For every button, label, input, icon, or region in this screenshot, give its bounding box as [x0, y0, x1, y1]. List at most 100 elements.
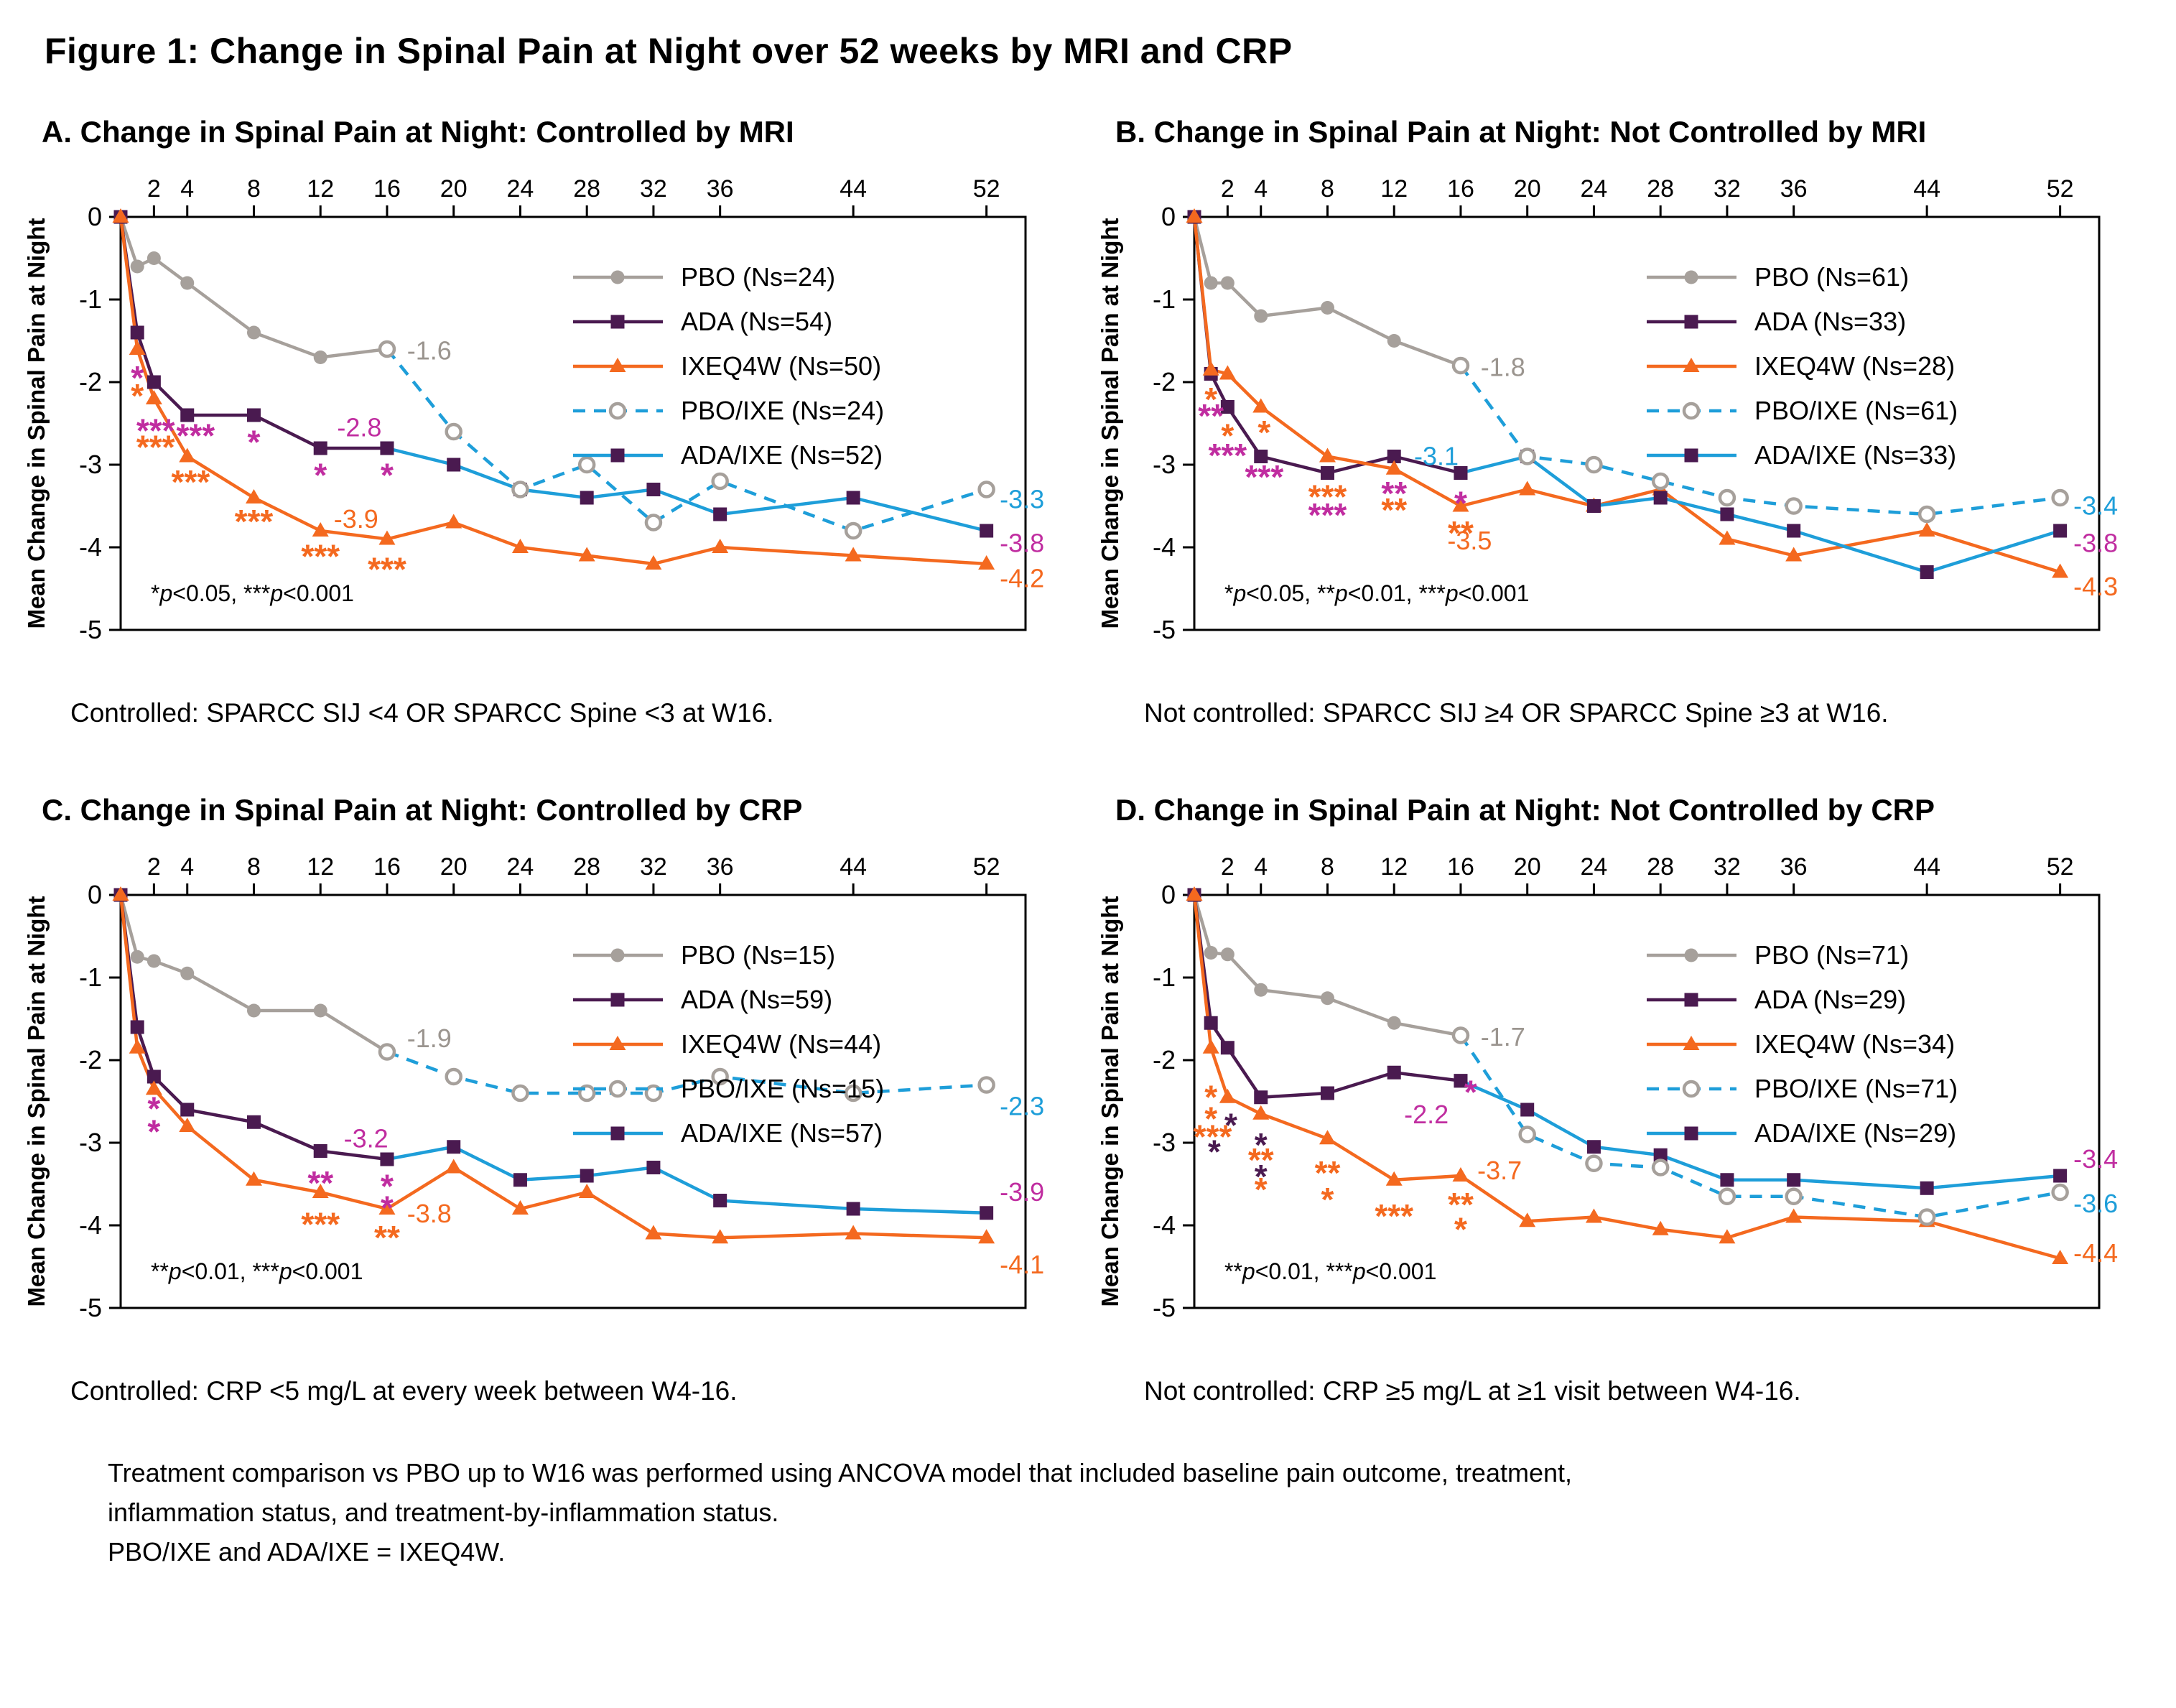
- svg-text:2: 2: [147, 853, 161, 881]
- svg-text:20: 20: [440, 853, 468, 881]
- y-axis: 0 -1 -2 -3 -4 -5: [79, 202, 121, 644]
- chart-D: 2 4 8 12 16 20 24 28 32 36 44 52 0 -1 -2 -3 -4 -5 Mean Cha…: [1097, 853, 2118, 1322]
- sig-marker: *: [1224, 1107, 1237, 1144]
- svg-text:0: 0: [88, 880, 102, 909]
- svg-text:0: 0: [1161, 880, 1176, 909]
- legend-item-pbo_ixe: PBO/IXE (Ns=24): [573, 396, 884, 425]
- legend-label-ada: ADA (Ns=54): [681, 307, 832, 336]
- svg-text:-3: -3: [79, 1128, 102, 1157]
- legend-label-ada_ixe: ADA/IXE (Ns=33): [1754, 440, 1956, 470]
- svg-text:36: 36: [707, 175, 734, 203]
- plot-frame: [1193, 894, 2101, 1309]
- value-label: -4.1: [1000, 1250, 1044, 1279]
- svg-text:-3: -3: [79, 450, 102, 479]
- sig-marker: **: [1315, 1154, 1341, 1192]
- value-label: -3.9: [1000, 1177, 1044, 1207]
- svg-text:24: 24: [507, 853, 534, 881]
- legend-item-pbo: PBO (Ns=15): [573, 940, 835, 970]
- sig-marker: *: [1257, 414, 1270, 451]
- svg-text:4: 4: [180, 175, 194, 203]
- value-label: -3.4: [2073, 1144, 2118, 1174]
- svg-text:4: 4: [1254, 175, 1268, 203]
- svg-text:-2: -2: [79, 1045, 102, 1075]
- markers-pbo: [113, 210, 394, 364]
- svg-text:20: 20: [1514, 175, 1541, 203]
- svg-text:16: 16: [1447, 175, 1474, 203]
- value-label: -3.9: [334, 504, 378, 534]
- svg-text:28: 28: [1647, 175, 1674, 203]
- legend-item-ada_ixe: ADA/IXE (Ns=33): [1647, 440, 1956, 470]
- panel-caption-A: Controlled: SPARCC SIJ <4 OR SPARCC Spin…: [70, 698, 774, 728]
- svg-text:16: 16: [1447, 853, 1474, 881]
- markers-ada_ixe: [380, 1140, 994, 1220]
- legend-label-pbo_ixe: PBO/IXE (Ns=71): [1754, 1074, 1958, 1103]
- legend-label-ada_ixe: ADA/IXE (Ns=57): [681, 1118, 883, 1148]
- legend-item-ada: ADA (Ns=29): [1647, 985, 1906, 1014]
- legend-label-ada: ADA (Ns=59): [681, 985, 832, 1014]
- sig-marker: **: [1448, 1186, 1474, 1223]
- svg-text:-3: -3: [1153, 450, 1176, 479]
- svg-text:0: 0: [1161, 202, 1176, 231]
- svg-text:36: 36: [707, 853, 734, 881]
- y-axis-label: Mean Change in Spinal Pain at Night: [1097, 896, 1123, 1306]
- legend-label-pbo_ixe: PBO/IXE (Ns=24): [681, 396, 884, 425]
- legend-item-pbo: PBO (Ns=61): [1647, 262, 1909, 292]
- sig-marker: *: [1255, 1126, 1268, 1164]
- svg-text:32: 32: [640, 853, 667, 881]
- sig-marker: *: [131, 359, 144, 396]
- svg-text:4: 4: [180, 853, 194, 881]
- panel-A: A. Change in Spinal Pain at Night: Contr…: [20, 115, 1094, 728]
- sig-marker: *: [1255, 1158, 1268, 1195]
- x-axis: 2 4 8 12 16 20 24 28 32 36 44 52: [1221, 175, 2074, 217]
- legend-label-ixe: IXEQ4W (Ns=34): [1754, 1029, 1955, 1059]
- legend-label-pbo: PBO (Ns=61): [1754, 262, 1909, 292]
- svg-text:8: 8: [247, 175, 261, 203]
- legend-item-ixe: IXEQ4W (Ns=50): [573, 351, 881, 381]
- panel-title-C: C. Change in Spinal Pain at Night: Contr…: [42, 793, 803, 827]
- svg-text:-4: -4: [79, 1210, 102, 1240]
- svg-text:36: 36: [1780, 175, 1808, 203]
- value-label: -3.5: [1447, 526, 1492, 555]
- svg-text:-4: -4: [79, 532, 102, 562]
- markers-ada_ixe: [1454, 1074, 2068, 1195]
- svg-text:12: 12: [307, 853, 334, 881]
- legend-item-ada_ixe: ADA/IXE (Ns=52): [573, 440, 883, 470]
- svg-text:-1: -1: [1153, 962, 1176, 992]
- markers-pbo_ixe: [1451, 1026, 2069, 1226]
- sig-marker: *: [1321, 1181, 1334, 1218]
- markers-pbo_ixe: [378, 340, 995, 540]
- sig-marker: *: [1204, 1078, 1217, 1115]
- value-label: -3.8: [1000, 528, 1044, 557]
- svg-text:44: 44: [1913, 175, 1940, 203]
- svg-text:32: 32: [640, 175, 667, 203]
- svg-text:32: 32: [1714, 175, 1741, 203]
- value-label: -3.4: [2073, 491, 2118, 521]
- panel-caption-D: Not controlled: CRP ≥5 mg/L at ≥1 visit …: [1144, 1376, 1801, 1406]
- legend-label-pbo: PBO (Ns=15): [681, 940, 835, 970]
- svg-text:28: 28: [1647, 853, 1674, 881]
- svg-text:12: 12: [307, 175, 334, 203]
- svg-text:44: 44: [1913, 853, 1940, 881]
- svg-text:52: 52: [2047, 175, 2074, 203]
- series-pbo_ixe: [1459, 364, 2060, 516]
- series-pbo: [118, 894, 389, 1054]
- markers-pbo: [1187, 888, 1468, 1042]
- legend-item-pbo_ixe: PBO/IXE (Ns=15): [573, 1074, 884, 1103]
- series-ada_ixe: [1460, 1079, 2060, 1190]
- value-label: -2.3: [1000, 1091, 1044, 1120]
- series-pbo_ixe: [1459, 1034, 2061, 1219]
- markers-ixe: [112, 208, 995, 570]
- sig-marker: *: [381, 1189, 394, 1227]
- sig-marker: *: [381, 1168, 394, 1205]
- sig-marker: ***: [1194, 1118, 1232, 1156]
- svg-text:-3: -3: [1153, 1128, 1176, 1157]
- svg-text:36: 36: [1780, 853, 1808, 881]
- sig-marker: **: [1248, 1141, 1274, 1179]
- series-ada: [1192, 216, 1461, 475]
- value-label: -3.6: [2073, 1189, 2118, 1218]
- svg-text:-1: -1: [79, 962, 102, 992]
- svg-text:12: 12: [1380, 175, 1408, 203]
- chart-B: 2 4 8 12 16 20 24 28 32 36 44 52 0 -1 -2 -3 -4 -5 Mean Cha…: [1097, 175, 2118, 644]
- svg-text:44: 44: [840, 853, 867, 881]
- series-pbo_ixe: [386, 348, 987, 533]
